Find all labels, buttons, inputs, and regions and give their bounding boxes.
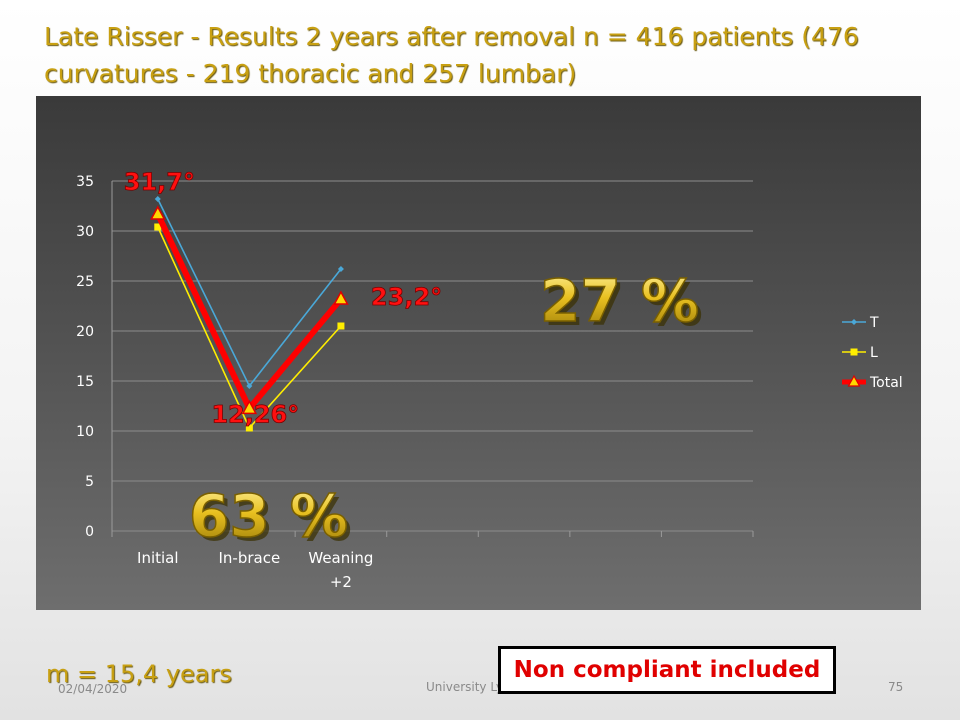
legend-marker xyxy=(850,348,858,356)
data-point-l xyxy=(154,223,162,231)
y-tick-label: 15 xyxy=(76,374,94,390)
legend-label: L xyxy=(870,345,878,361)
y-tick-label: 30 xyxy=(76,224,94,240)
percent-annotation: 63 % xyxy=(189,482,348,550)
data-label: 31,7° xyxy=(124,168,195,196)
non-compliant-callout: Non compliant included xyxy=(498,646,836,694)
legend-marker xyxy=(851,319,857,325)
data-point-t xyxy=(154,196,161,202)
data-point-t xyxy=(246,383,253,389)
series-line-total xyxy=(155,212,344,412)
mean-age-text: m = 15,4 years xyxy=(46,660,232,688)
y-tick-label: 20 xyxy=(76,324,94,340)
percent-annotation-shadow: 27 % xyxy=(544,271,703,339)
data-label: 23,2° xyxy=(371,283,442,311)
data-label: 12,26° xyxy=(211,400,299,428)
slide-title: Late Risser - Results 2 years after remo… xyxy=(44,22,859,88)
chart-panel: 0 5 10 15 20 25 30 35 Initial In-brace Weaning +2 3… xyxy=(36,96,921,610)
x-tick-label: Weaning +2 xyxy=(308,549,373,591)
legend-marker xyxy=(847,374,861,387)
x-tick-label: Initial xyxy=(137,549,179,567)
percent-annotation: 27 % xyxy=(540,267,699,335)
y-tick-label: 25 xyxy=(76,274,94,290)
legend-label: Total xyxy=(869,375,903,391)
percent-annotation-shadow: 63 % xyxy=(193,486,352,554)
data-point-total xyxy=(150,205,166,220)
y-tick-label: 35 xyxy=(76,174,94,190)
legend-label: T xyxy=(869,315,879,331)
data-point-total xyxy=(333,290,349,305)
data-point-l xyxy=(245,424,253,432)
y-tick-label: 5 xyxy=(85,474,94,490)
x-tick-label: In-brace xyxy=(219,549,281,567)
y-tick-label: 0 xyxy=(85,524,94,540)
y-tick-label: 10 xyxy=(76,424,94,440)
series-line-t xyxy=(157,198,342,387)
line-chart: 0 5 10 15 20 25 30 35 Initial In-brace Weaning +2 3… xyxy=(76,168,903,591)
page-number: 75 xyxy=(888,680,904,694)
data-point-l xyxy=(337,322,345,330)
data-point-t xyxy=(337,266,344,272)
slide-date: 02/04/2020 xyxy=(58,682,128,696)
data-point-total xyxy=(241,399,258,415)
